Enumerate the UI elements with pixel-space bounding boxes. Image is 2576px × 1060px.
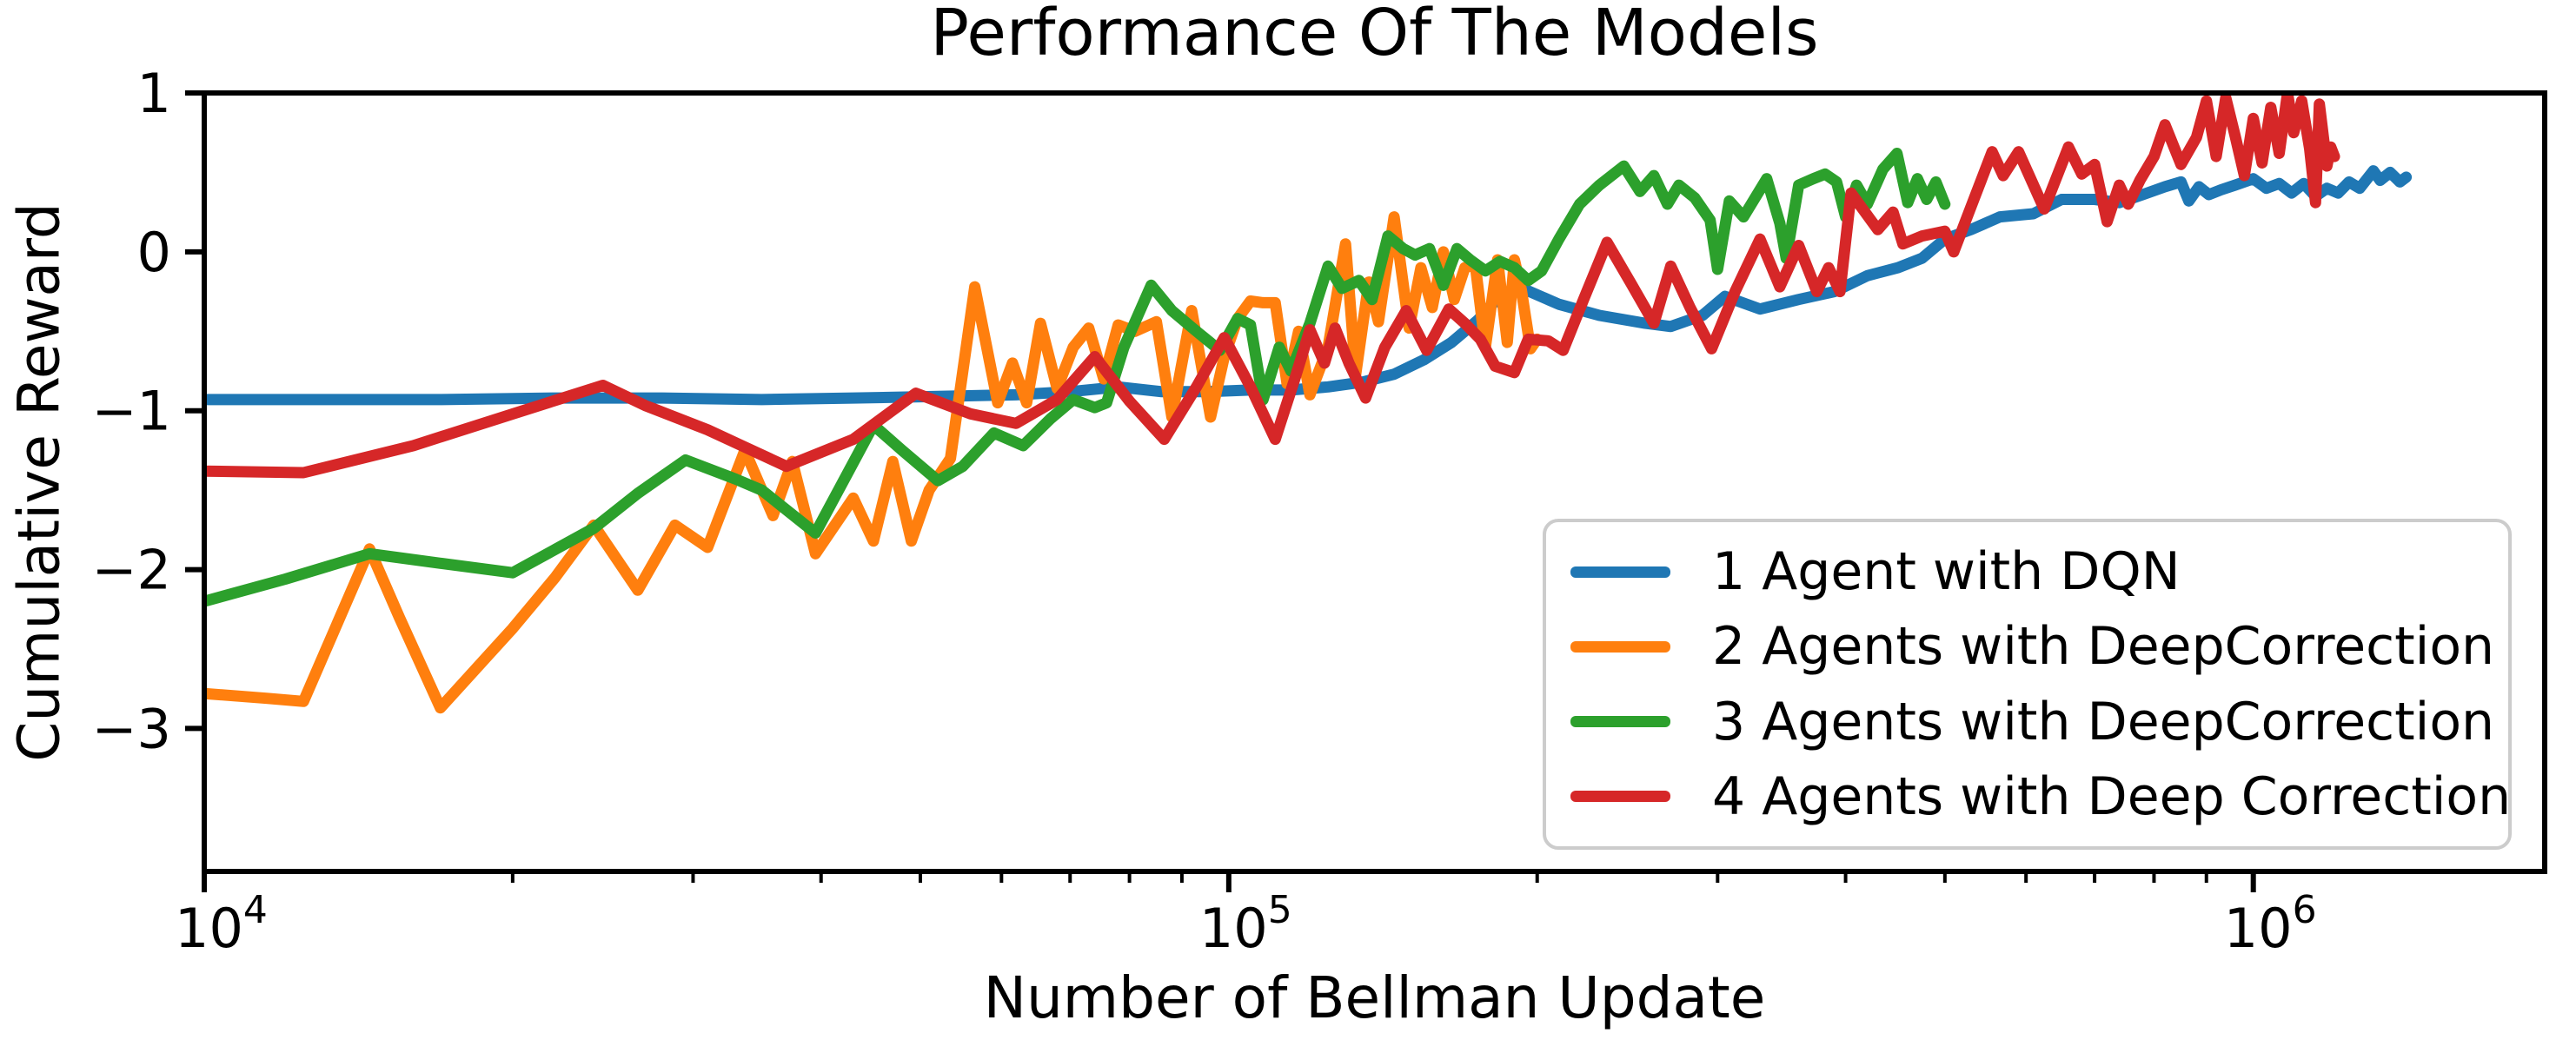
y-tick-label: −1	[92, 380, 171, 443]
legend-label: 2 Agents with DeepCorrection	[1712, 616, 2495, 678]
series-line-3	[204, 148, 1951, 607]
y-tick-label: −2	[92, 539, 171, 602]
y-tick-label: 0	[137, 221, 171, 284]
x-axis-label: Number of Bellman Update	[983, 964, 1766, 1031]
legend: 1 Agent with DQN 2 Agents with DeepCorre…	[1543, 519, 2512, 850]
series-line-4	[204, 93, 2340, 479]
legend-label: 3 Agents with DeepCorrection	[1712, 691, 2495, 752]
legend-swatch-orange-line	[1570, 640, 1670, 653]
legend-item: 1 Agent with DQN	[1555, 546, 2500, 598]
x-tick-label: 105	[1199, 888, 1292, 960]
legend-swatch-red-line	[1570, 791, 1670, 803]
y-tick-label: 1	[137, 62, 171, 125]
legend-swatch-green-line	[1570, 716, 1670, 728]
x-tick-label: 106	[2224, 888, 2317, 960]
legend-swatch-blue-line	[1570, 566, 1670, 578]
plot-spines	[202, 90, 2547, 874]
y-tick-label: −3	[92, 697, 171, 760]
legend-item: 4 Agents with Deep Correction	[1555, 771, 2511, 823]
legend-label: 1 Agent with DQN	[1712, 541, 2181, 603]
x-tick-label: 104	[175, 888, 268, 960]
legend-label: 4 Agents with Deep Correction	[1712, 765, 2512, 827]
legend-item: 2 Agents with DeepCorrection	[1555, 620, 2500, 672]
chart-title: Performance Of The Models	[930, 0, 1819, 70]
series-line-1	[204, 165, 2413, 406]
legend-item: 3 Agents with DeepCorrection	[1555, 696, 2500, 748]
